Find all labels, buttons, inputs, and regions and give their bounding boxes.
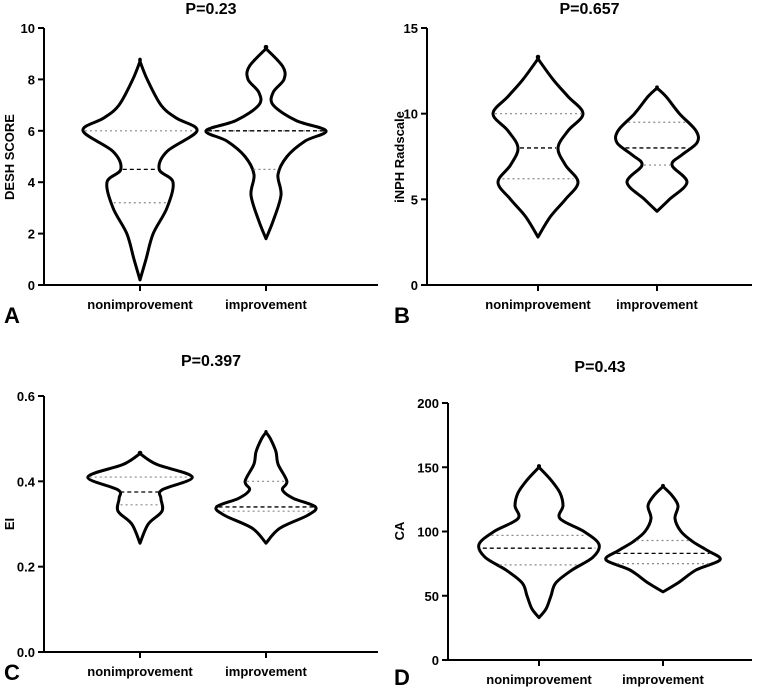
y-tick-label: 0 xyxy=(28,278,35,293)
violin-improvement xyxy=(614,85,700,213)
y-tick-label: 0.4 xyxy=(17,474,36,489)
y-tick-label: 0.2 xyxy=(17,560,35,575)
y-tick-label: 10 xyxy=(21,21,35,36)
x-tick-label: nonimprovement xyxy=(87,664,193,679)
panel-letter: C xyxy=(4,660,20,685)
x-tick-label: nonimprovement xyxy=(485,297,591,312)
y-tick-label: 0.0 xyxy=(17,645,35,660)
violin-nonimprovement xyxy=(81,57,199,282)
x-tick-label: improvement xyxy=(225,664,307,679)
y-tick-label: 2 xyxy=(28,227,35,242)
y-tick-label: 0 xyxy=(411,278,418,293)
violin-nonimprovement xyxy=(491,54,585,239)
y-axis-label: iNPH Radscale xyxy=(392,111,407,203)
panel-title: P=0.23 xyxy=(185,1,236,18)
x-tick-label: nonimprovement xyxy=(486,672,592,687)
violin-improvement xyxy=(204,44,328,241)
y-tick-label: 100 xyxy=(417,525,439,540)
violin-improvement xyxy=(214,429,318,545)
y-tick-label: 4 xyxy=(28,175,36,190)
y-tick-label: 50 xyxy=(425,589,439,604)
panel-letter: A xyxy=(4,303,20,328)
panel-title: P=0.397 xyxy=(181,353,241,370)
y-tick-label: 0 xyxy=(432,653,439,668)
panel-letter: B xyxy=(394,303,410,328)
violin-improvement xyxy=(604,483,722,594)
y-tick-label: 10 xyxy=(404,107,418,122)
y-tick-label: 8 xyxy=(28,72,35,87)
panel-letter: D xyxy=(394,665,410,690)
violin-nonimprovement xyxy=(477,464,601,620)
panel-B: P=0.657 iNPH Radscale 0 5 10 15 nonimprovement… xyxy=(392,1,752,328)
panel-C: P=0.397 EI 0.0 0.2 0.4 0.6 nonimprovement impro… xyxy=(2,353,378,685)
y-axis-label: DESH SCORE xyxy=(2,114,17,200)
x-tick-label: improvement xyxy=(622,672,704,687)
panel-D: P=0.43 CA 0 50 100 150 200 nonimprovement improv… xyxy=(392,359,752,690)
panel-title: P=0.657 xyxy=(559,1,619,18)
x-tick-label: improvement xyxy=(616,297,698,312)
panel-title: P=0.43 xyxy=(574,359,625,376)
y-tick-label: 6 xyxy=(28,124,35,139)
y-tick-label: 5 xyxy=(411,192,418,207)
violin-nonimprovement xyxy=(86,450,194,545)
y-tick-label: 200 xyxy=(417,396,439,411)
x-tick-label: nonimprovement xyxy=(87,297,193,312)
y-tick-label: 15 xyxy=(404,21,418,36)
y-axis-label: CA xyxy=(392,521,407,540)
x-tick-label: improvement xyxy=(225,297,307,312)
panel-A: P=0.23 DESH SCORE 0 2 4 6 8 10 nonimprovement imp… xyxy=(2,1,378,328)
y-tick-label: 150 xyxy=(417,460,439,475)
y-tick-label: 0.6 xyxy=(17,389,35,404)
y-axis-label: EI xyxy=(2,518,17,530)
